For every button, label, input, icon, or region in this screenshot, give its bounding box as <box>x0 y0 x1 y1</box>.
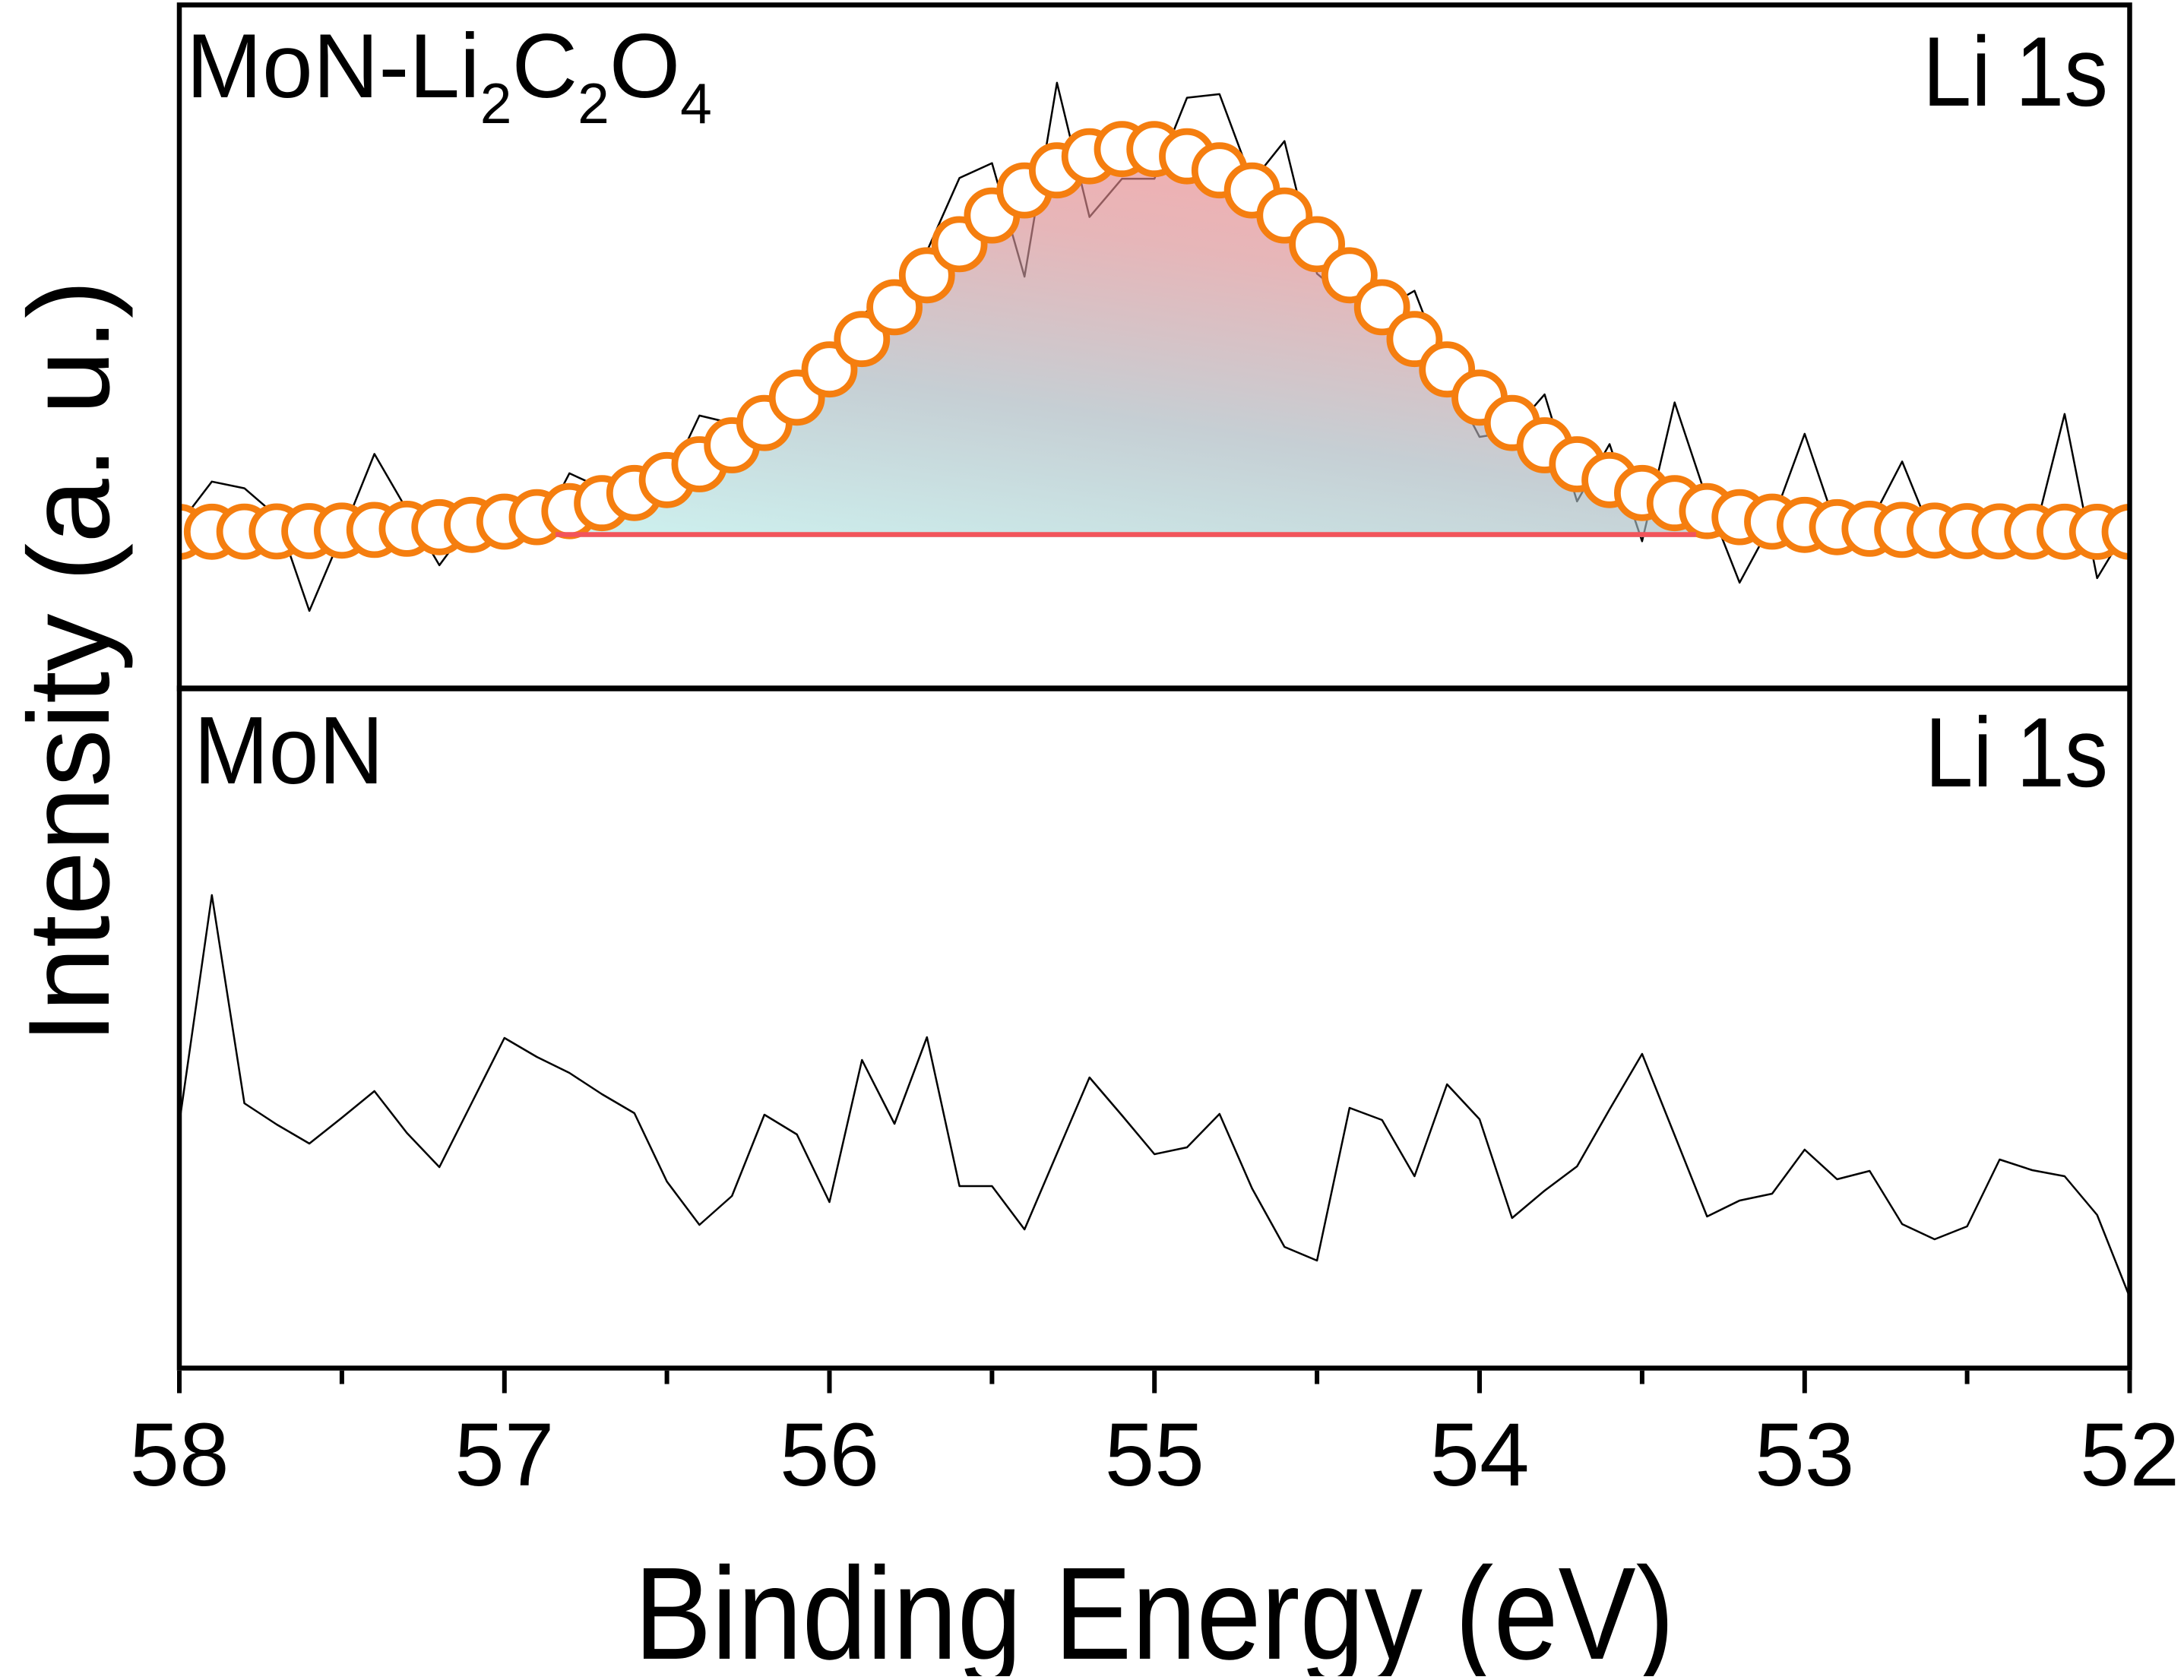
svg-text:54: 54 <box>1429 1405 1529 1505</box>
svg-text:58: 58 <box>129 1405 229 1505</box>
svg-text:Binding Energy (eV): Binding Energy (eV) <box>634 1539 1674 1676</box>
svg-text:57: 57 <box>454 1405 554 1505</box>
svg-text:Li 1s: Li 1s <box>1923 16 2108 127</box>
svg-text:MoN-Li2C2O4: MoN-Li2C2O4 <box>186 15 712 135</box>
svg-text:MoN: MoN <box>194 697 384 804</box>
svg-text:52: 52 <box>2080 1405 2179 1505</box>
svg-text:Li 1s: Li 1s <box>1925 697 2108 808</box>
svg-text:53: 53 <box>1755 1405 1854 1505</box>
svg-text:Intensity (a. u.): Intensity (a. u.) <box>5 280 134 1043</box>
svg-text:56: 56 <box>780 1405 879 1505</box>
svg-text:55: 55 <box>1105 1405 1204 1505</box>
